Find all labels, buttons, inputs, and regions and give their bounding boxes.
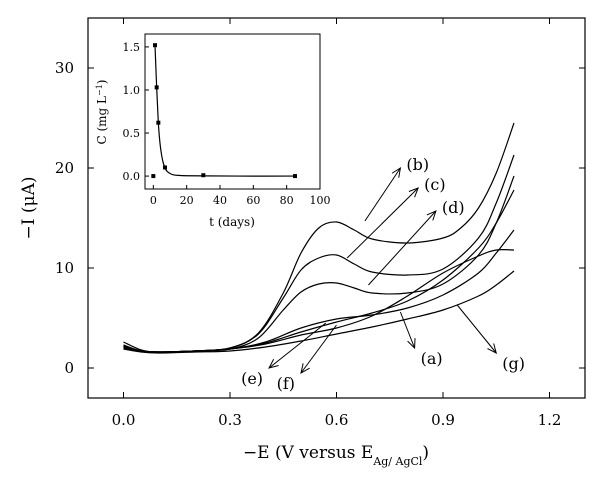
- inset-data-point: [153, 43, 157, 48]
- main-x-axis-title: −E (V versus EAg/ AgCl): [243, 443, 429, 468]
- inset-y-tick-label: 0.5: [123, 127, 141, 140]
- main-y-tick-label: 30: [55, 59, 74, 77]
- inset-fit-line: [154, 45, 296, 177]
- main-x-tick-label: 0.3: [218, 411, 242, 429]
- inset-y-axis-title-main: C (mg L: [95, 96, 109, 145]
- main-x-tick-label: 0.0: [112, 411, 136, 429]
- annotation-e-arrow-head: [268, 359, 279, 369]
- inset-data-point: [156, 120, 161, 125]
- inset-x-tick-label: 80: [280, 194, 294, 207]
- inset-plot: 0 20 40 60 80 100 0.0 0.5 1.0 1.5 C (mg L−1) t (d…: [95, 33, 331, 229]
- inset-y-axis-title-superscript: −1: [95, 84, 104, 96]
- annotation-c-label: (c): [424, 175, 445, 194]
- annotation-f-arrow-shaft: [300, 324, 337, 374]
- annotation-e-arrow-shaft: [268, 322, 327, 369]
- annotation-f-label: (f): [277, 374, 295, 393]
- annotation-e-label: (e): [241, 369, 263, 388]
- main-x-tick-label: 0.9: [431, 411, 455, 429]
- inset-y-tick-label: 1.5: [123, 41, 141, 54]
- annotation-d-arrow-head: [426, 210, 437, 221]
- inset-data-point: [151, 174, 156, 179]
- inset-y-axis-title: C (mg L−1): [95, 79, 110, 144]
- annotation-b-label: (b): [406, 155, 429, 174]
- annotation-f-arrow-head: [300, 363, 310, 374]
- inset-x-tick-label: 20: [180, 194, 194, 207]
- inset-y-axis-title-end: ): [95, 79, 109, 84]
- main-x-axis-title-end: ): [422, 443, 429, 463]
- annotation-b-arrow-head: [391, 166, 402, 178]
- main-annotations: (b)(c) (d) (a) (e) (f) (g): [241, 155, 525, 393]
- annotation-g-label: (g): [502, 354, 525, 373]
- main-y-tick-label: 0: [64, 359, 74, 377]
- inset-data-point: [154, 85, 159, 90]
- inset-x-axis-title: t (days): [209, 215, 255, 229]
- main-x-axis-title-subscript: Ag/ AgCl: [372, 455, 423, 468]
- main-x-tick-label: 0.6: [325, 411, 349, 429]
- inset-x-tick-label: 40: [213, 194, 227, 207]
- inset-series: [151, 43, 297, 179]
- inset-x-tick-label: 60: [246, 194, 260, 207]
- main-x-tick-label: 1.2: [538, 411, 562, 429]
- annotation-g-arrow-shaft: [456, 304, 497, 354]
- main-y-tick-label: 10: [55, 259, 74, 277]
- annotation-g-arrow-head: [487, 343, 498, 354]
- inset-y-tick-label: 0.0: [123, 170, 141, 183]
- annotation-a-label: (a): [421, 349, 443, 368]
- inset-y-tick-label: 1.0: [123, 84, 141, 97]
- inset-data-point: [163, 165, 167, 170]
- annotation-d-label: (d): [442, 198, 465, 217]
- inset-axis-ticks: 0 20 40 60 80 100 0.0 0.5 1.0 1.5: [123, 41, 331, 207]
- annotation-a-arrow-head: [407, 338, 416, 350]
- inset-x-tick-label: 0: [150, 194, 157, 207]
- main-axis-ticks: 0.0 0.3 0.6 0.9 1.2 0 10 20 30: [55, 18, 585, 429]
- annotation-a-arrow-shaft: [399, 311, 416, 349]
- inset-data-point: [201, 173, 206, 178]
- annotation-c-arrow-shaft: [346, 187, 419, 259]
- annotation-d-arrow-shaft: [368, 210, 437, 286]
- annotation-b-arrow-shaft: [364, 167, 401, 222]
- main-series-lines: [123, 122, 515, 354]
- annotation-c-arrow-head: [408, 187, 420, 198]
- inset-data-point: [293, 174, 297, 179]
- inset-plot-frame: [144, 33, 321, 190]
- main-y-tick-label: 20: [55, 159, 74, 177]
- main-x-axis-title-main: −E (V versus E: [243, 443, 373, 463]
- main-y-axis-title: −I (μA): [19, 177, 39, 240]
- series-line-f: [123, 189, 515, 353]
- series-line-g: [123, 270, 515, 354]
- inset-x-tick-label: 100: [310, 194, 331, 207]
- main-plot: 0.0 0.3 0.6 0.9 1.2 0 10 20 30 (b)(c) (d) (a) (e) (f…: [19, 17, 586, 468]
